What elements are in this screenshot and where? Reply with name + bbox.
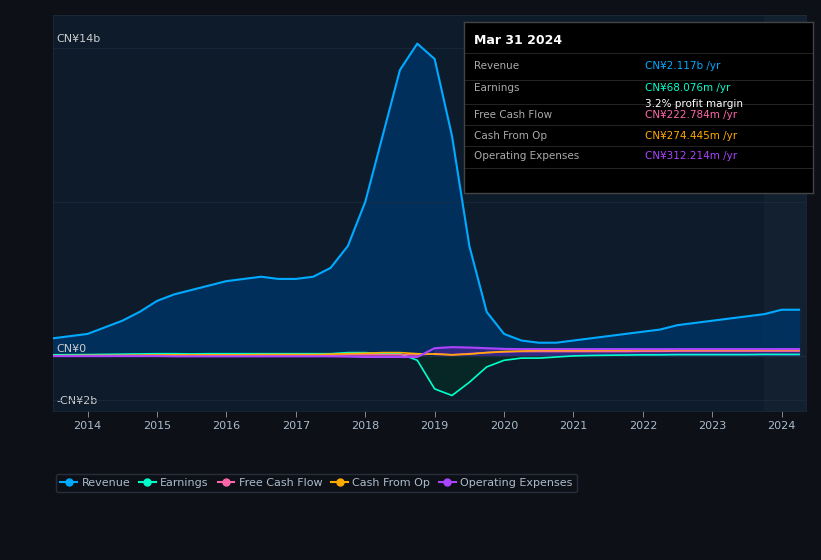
Text: CN¥274.445m /yr: CN¥274.445m /yr: [645, 130, 737, 141]
Text: Revenue: Revenue: [475, 61, 520, 71]
Text: Mar 31 2024: Mar 31 2024: [475, 34, 562, 48]
Text: CN¥0: CN¥0: [57, 344, 86, 354]
Legend: Revenue, Earnings, Free Cash Flow, Cash From Op, Operating Expenses: Revenue, Earnings, Free Cash Flow, Cash …: [56, 474, 577, 492]
Text: CN¥312.214m /yr: CN¥312.214m /yr: [645, 151, 737, 161]
Text: Free Cash Flow: Free Cash Flow: [475, 110, 553, 120]
Text: CN¥68.076m /yr: CN¥68.076m /yr: [645, 83, 731, 93]
Text: Earnings: Earnings: [475, 83, 520, 93]
Text: CN¥14b: CN¥14b: [57, 34, 101, 44]
Text: CN¥2.117b /yr: CN¥2.117b /yr: [645, 61, 721, 71]
Text: Cash From Op: Cash From Op: [475, 130, 548, 141]
Bar: [764, 15, 806, 411]
Text: 3.2% profit margin: 3.2% profit margin: [645, 99, 743, 109]
Text: -CN¥2b: -CN¥2b: [57, 396, 98, 407]
Text: Operating Expenses: Operating Expenses: [475, 151, 580, 161]
Text: CN¥222.784m /yr: CN¥222.784m /yr: [645, 110, 737, 120]
